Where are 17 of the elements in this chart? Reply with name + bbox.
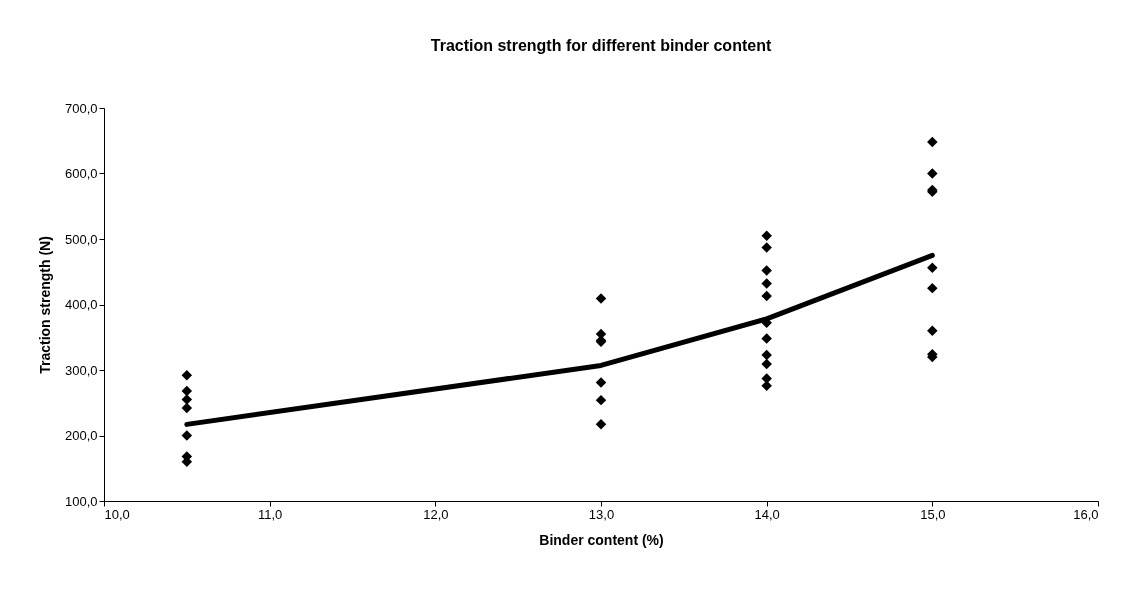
y-tick-label: 700,0 <box>64 100 98 116</box>
x-axis-title: Binder content (%) <box>539 531 664 548</box>
x-tick-label: 13,0 <box>588 506 615 522</box>
x-tick-label: 12,0 <box>423 506 449 522</box>
y-axis-title: Traction strength (N) <box>36 236 53 374</box>
y-tick-label: 500,0 <box>64 231 98 247</box>
y-tick-label: 400,0 <box>64 297 98 312</box>
y-tick-label: 600,0 <box>64 166 98 181</box>
x-tick-label: 16,0 <box>1073 506 1099 522</box>
y-tick-label: 200,0 <box>64 428 98 443</box>
x-tick-label: 11,0 <box>257 506 283 522</box>
y-tick-label: 100,0 <box>64 493 98 509</box>
chart-title: Traction strength for different binder content <box>430 37 772 54</box>
x-tick-label: 15,0 <box>920 506 946 522</box>
x-tick-label: 14,0 <box>754 506 780 522</box>
x-tick-label: 10,0 <box>104 506 130 522</box>
y-tick-label: 300,0 <box>64 362 98 378</box>
